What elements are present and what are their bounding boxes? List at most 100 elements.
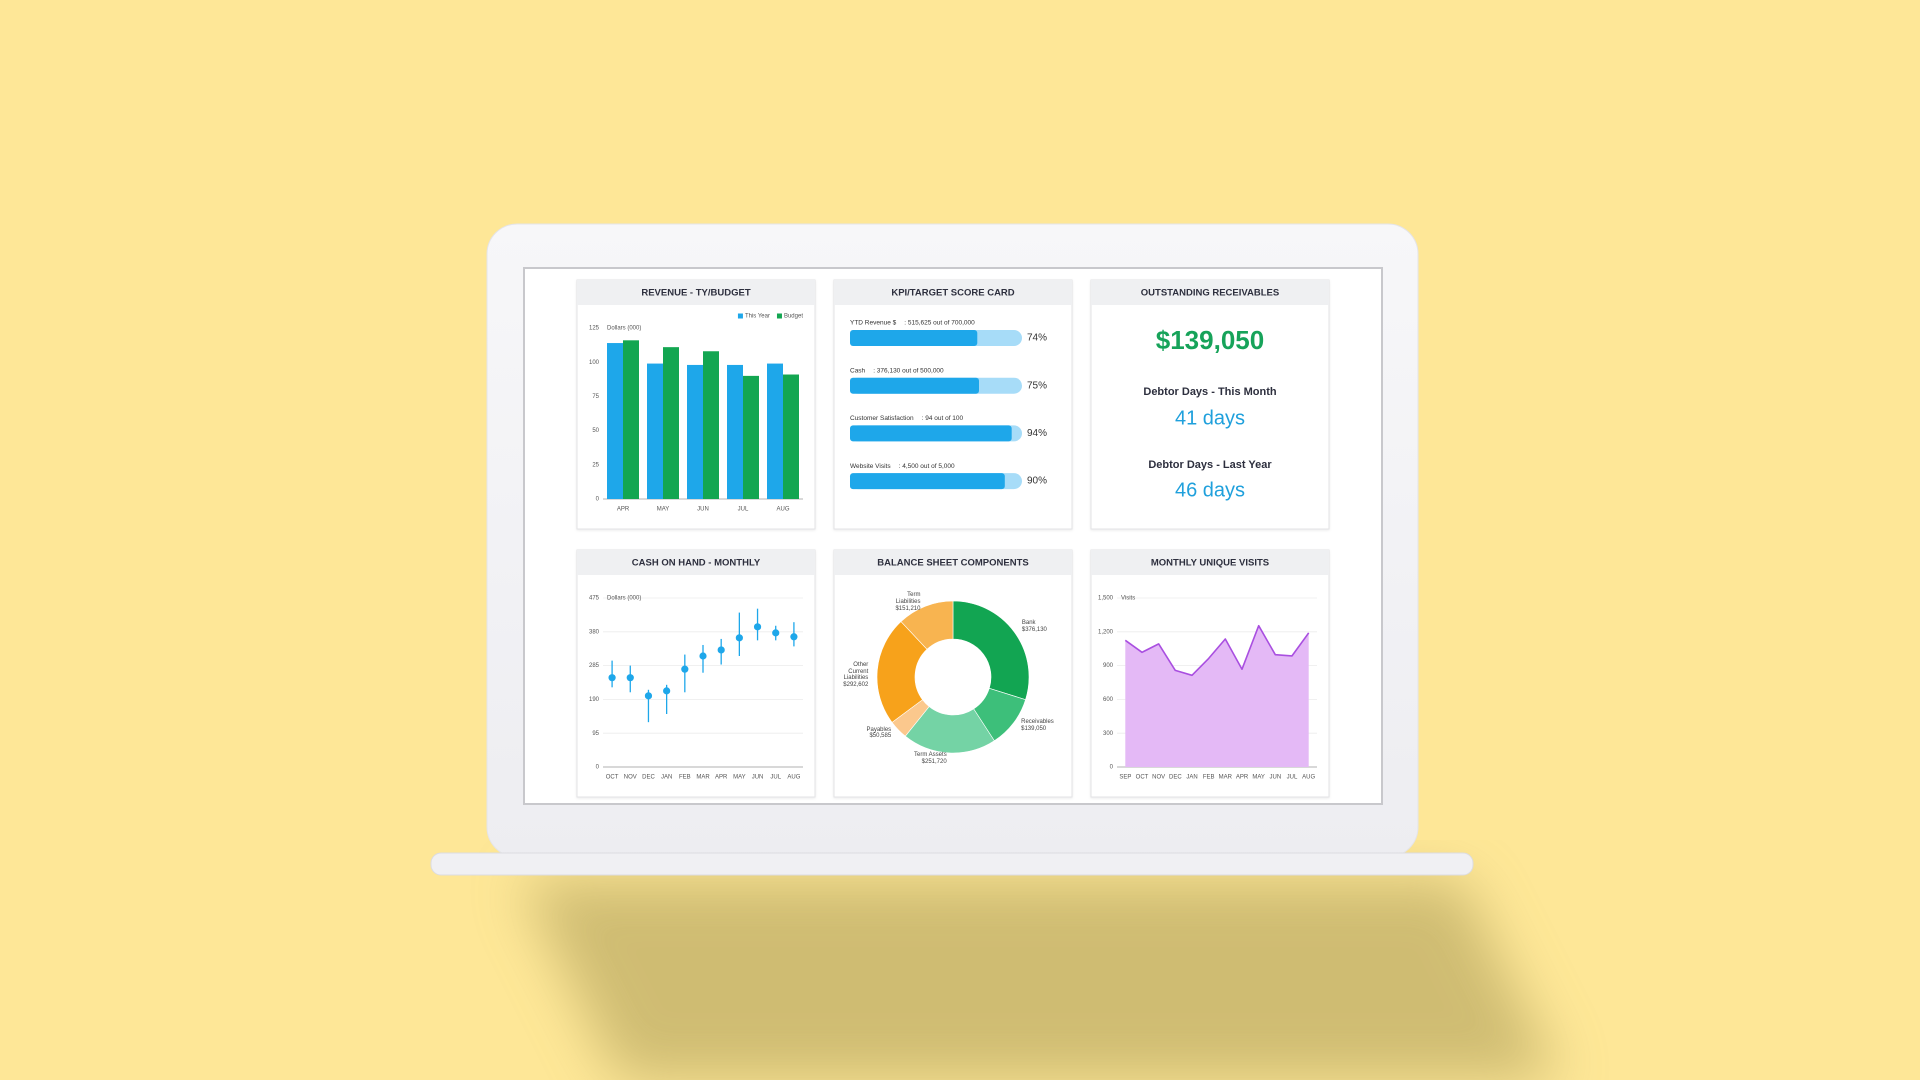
- point: [717, 646, 725, 654]
- dashboard: OUTSTANDING RECEIVABLES $139,050 Debtor …: [576, 279, 1330, 798]
- bar: [743, 375, 759, 499]
- y-tick-label: 600: [1103, 697, 1114, 703]
- kpi-label: Cash: [850, 367, 866, 374]
- point: [626, 674, 634, 682]
- y-tick-label: 95: [592, 731, 599, 737]
- receivables-amount: $139,050: [1156, 325, 1264, 355]
- point: [663, 687, 671, 695]
- debtor-days-label: Debtor Days - This Month: [1143, 386, 1277, 398]
- x-tick-label: NOV: [1152, 775, 1165, 781]
- y-tick-label: 1,200: [1098, 629, 1114, 635]
- receivables-content: $139,050 Debtor Days - This Month 41 day…: [1143, 325, 1277, 501]
- x-tick-label: MAR: [1219, 775, 1233, 781]
- panel-title: CASH ON HAND - MONTHLY: [632, 558, 761, 569]
- bar: [703, 351, 719, 499]
- debtor-days-label: Debtor Days - Last Year: [1148, 459, 1272, 471]
- x-tick-label: OCT: [1136, 775, 1149, 781]
- y-tick-label: 50: [592, 428, 599, 434]
- x-tick-label: APR: [715, 775, 728, 781]
- panel-title: REVENUE - TY/BUDGET: [641, 288, 750, 299]
- y-tick-label: 300: [1103, 731, 1114, 737]
- x-tick-label: MAY: [733, 775, 746, 781]
- panel: [1090, 279, 1330, 530]
- y-tick-label: 0: [596, 765, 600, 771]
- x-tick-label: FEB: [679, 775, 691, 781]
- x-tick-label: OCT: [606, 775, 619, 781]
- x-tick-label: JUL: [738, 507, 749, 513]
- panel-header: [834, 280, 1072, 305]
- pie-slice: [952, 600, 1030, 701]
- kpi-label: Website Visits: [850, 463, 891, 470]
- y-tick-label: 900: [1103, 663, 1114, 669]
- progress-bar: [850, 377, 979, 394]
- debtor-days-value: 46 days: [1175, 479, 1245, 501]
- pie-slice: [876, 621, 928, 723]
- panel: [576, 549, 816, 798]
- kpi-detail: : 94 out of 100: [922, 415, 964, 422]
- panel-title: KPI/TARGET SCORE CARD: [891, 288, 1014, 299]
- y-axis-label: Dollars (000): [607, 596, 641, 602]
- x-tick-label: JAN: [1186, 775, 1197, 781]
- progress-label: 90%: [1027, 476, 1047, 487]
- panel-header: [834, 550, 1072, 575]
- x-tick-label: AUG: [776, 507, 789, 513]
- panel-header: [577, 280, 815, 305]
- panel-header: [1091, 550, 1329, 575]
- point: [735, 634, 743, 642]
- panel-header: [577, 550, 815, 575]
- x-tick-label: APR: [617, 507, 630, 513]
- x-tick-label: NOV: [624, 775, 637, 781]
- x-tick-label: MAY: [657, 507, 670, 513]
- panel-title: OUTSTANDING RECEIVABLES: [1141, 288, 1279, 299]
- kpi-detail: : 376,130 out of 500,000: [873, 367, 944, 374]
- area: [1125, 625, 1309, 767]
- line: [1124, 624, 1310, 677]
- point: [681, 665, 689, 673]
- bar: [623, 340, 639, 499]
- bar: [727, 364, 743, 499]
- bar: [687, 364, 703, 499]
- kpi-label: YTD Revenue $: [850, 320, 897, 327]
- x-tick-label: JAN: [661, 775, 672, 781]
- point: [790, 633, 798, 641]
- y-tick-label: 0: [1110, 765, 1114, 771]
- y-axis-label: Visits: [1121, 596, 1135, 602]
- x-tick-label: JUN: [697, 507, 709, 513]
- legend-label: Budget: [784, 314, 803, 320]
- x-tick-label: JUL: [770, 775, 781, 781]
- point: [772, 629, 780, 637]
- x-tick-label: JUN: [1269, 775, 1281, 781]
- pie-slice: [900, 600, 954, 650]
- y-tick-label: 380: [589, 629, 600, 635]
- y-tick-label: 125: [589, 326, 600, 332]
- panel: [833, 279, 1073, 530]
- y-tick-label: 0: [596, 497, 600, 503]
- panel-title: MONTHLY UNIQUE VISITS: [1151, 558, 1269, 569]
- bar: [663, 347, 679, 499]
- y-tick-label: 75: [592, 394, 599, 400]
- x-tick-label: JUL: [1287, 775, 1298, 781]
- x-tick-label: SEP: [1119, 775, 1131, 781]
- y-tick-label: 25: [592, 462, 599, 468]
- x-tick-label: AUG: [787, 775, 800, 781]
- panel: [833, 549, 1073, 798]
- bar: [607, 343, 623, 499]
- point: [644, 692, 653, 700]
- point: [699, 652, 707, 660]
- kpi-label: Customer Satisfaction: [850, 415, 914, 422]
- y-axis-label: Dollars (000): [607, 326, 641, 332]
- y-tick-label: 100: [589, 360, 600, 366]
- progress-label: 94%: [1027, 428, 1047, 439]
- laptop-base: [430, 852, 1474, 876]
- panel-header: [1091, 280, 1329, 305]
- shadow: [520, 880, 1560, 1080]
- progress-bar: [850, 330, 978, 346]
- point: [753, 623, 762, 631]
- progress-label: 74%: [1027, 333, 1047, 344]
- x-tick-label: MAR: [696, 775, 710, 781]
- x-tick-label: DEC: [1169, 775, 1182, 781]
- progress-bar: [850, 473, 1005, 490]
- x-tick-label: MAY: [1252, 775, 1265, 781]
- progress-label: 75%: [1027, 380, 1047, 391]
